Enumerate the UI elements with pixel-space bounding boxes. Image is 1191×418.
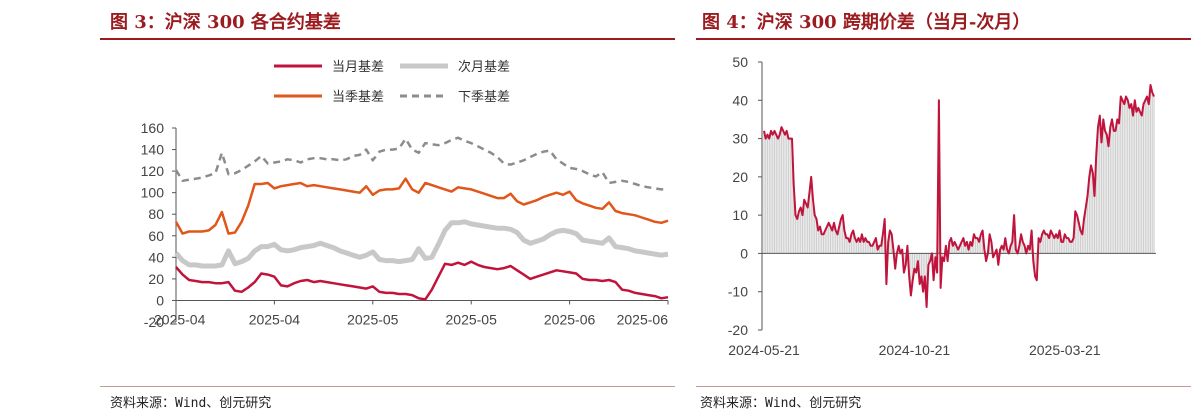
y-tick-label: 20 (732, 169, 748, 185)
legend-label-1: 次月基差 (458, 59, 510, 74)
legend-label-0: 当月基差 (332, 59, 384, 74)
series-group (763, 84, 1155, 308)
x-tick-label: 2025-04 (249, 311, 301, 327)
y-tick-label: -20 (728, 322, 748, 338)
x-tick-label: 2025-04 (154, 311, 206, 327)
series-line-3 (174, 136, 668, 191)
y-axis: -20 -10 0 10 20 30 40 50 (728, 54, 763, 338)
y-tick-label: 50 (732, 54, 748, 70)
series-line-1 (174, 219, 669, 269)
figure-3-title-rule (100, 38, 675, 40)
x-tick-label: 2024-05-21 (728, 342, 800, 358)
series-group (174, 136, 669, 301)
x-tick-label: 2025-06 (617, 311, 669, 327)
figure-4-panel: 图 4：沪深 300 跨期价差（当月-次月） -20 -10 0 10 20 30 40 50… (696, 0, 1191, 418)
y-tick-label: 0 (156, 292, 164, 308)
y-tick-label: 10 (732, 207, 748, 223)
y-tick-label: 60 (148, 228, 164, 244)
legend-label-2: 当季基差 (332, 89, 384, 104)
figure-4-title: 图 4：沪深 300 跨期价差（当月-次月） (702, 12, 1031, 33)
y-tick-label: 120 (141, 163, 165, 179)
y-axis: -20 0 20 40 60 80 100 120 140 160 (141, 120, 177, 330)
figure-3-source: 资料来源：Wind、创元研究 (110, 396, 272, 411)
figure-4-footer-rule (696, 386, 1191, 387)
y-tick-label: 80 (148, 206, 164, 222)
x-tick-label: 2024-10-21 (879, 342, 951, 358)
series-line-0 (175, 260, 669, 301)
x-tick-label: 2025-03-21 (1029, 342, 1101, 358)
series-line-2 (174, 177, 669, 235)
x-tick-label: 2025-06 (544, 311, 596, 327)
x-axis: 2025-04 2025-04 2025-05 2025-05 2025-06 2025-… (154, 299, 669, 327)
x-tick-label: 2025-05 (446, 311, 498, 327)
figure-3-panel: 图 3：沪深 300 各合约基差 当月基差 次月基差 当季基差 下季基差 -20 0 20… (100, 12, 675, 411)
y-tick-label: 40 (732, 92, 748, 108)
y-tick-label: 160 (141, 120, 165, 136)
x-tick-label: 2025-05 (347, 311, 399, 327)
y-tick-label: 100 (141, 185, 165, 201)
y-tick-label: -20 (144, 314, 164, 330)
y-tick-label: 140 (141, 142, 165, 158)
y-tick-label: 0 (740, 245, 748, 261)
figure-3-footer-rule (100, 386, 675, 387)
x-axis: 2024-05-21 2024-10-21 2025-03-21 (728, 252, 1156, 358)
figure-4-title-rule (696, 38, 1191, 40)
figure-3-title: 图 3：沪深 300 各合约基差 (110, 12, 341, 33)
y-tick-label: 20 (148, 271, 164, 287)
y-tick-label: 40 (148, 249, 164, 265)
legend-label-3: 下季基差 (458, 89, 510, 104)
y-tick-label: -10 (728, 284, 748, 300)
spread-line (763, 84, 1155, 308)
y-tick-label: 30 (732, 131, 748, 147)
figure-4-source: 资料来源：Wind、创元研究 (700, 396, 862, 411)
